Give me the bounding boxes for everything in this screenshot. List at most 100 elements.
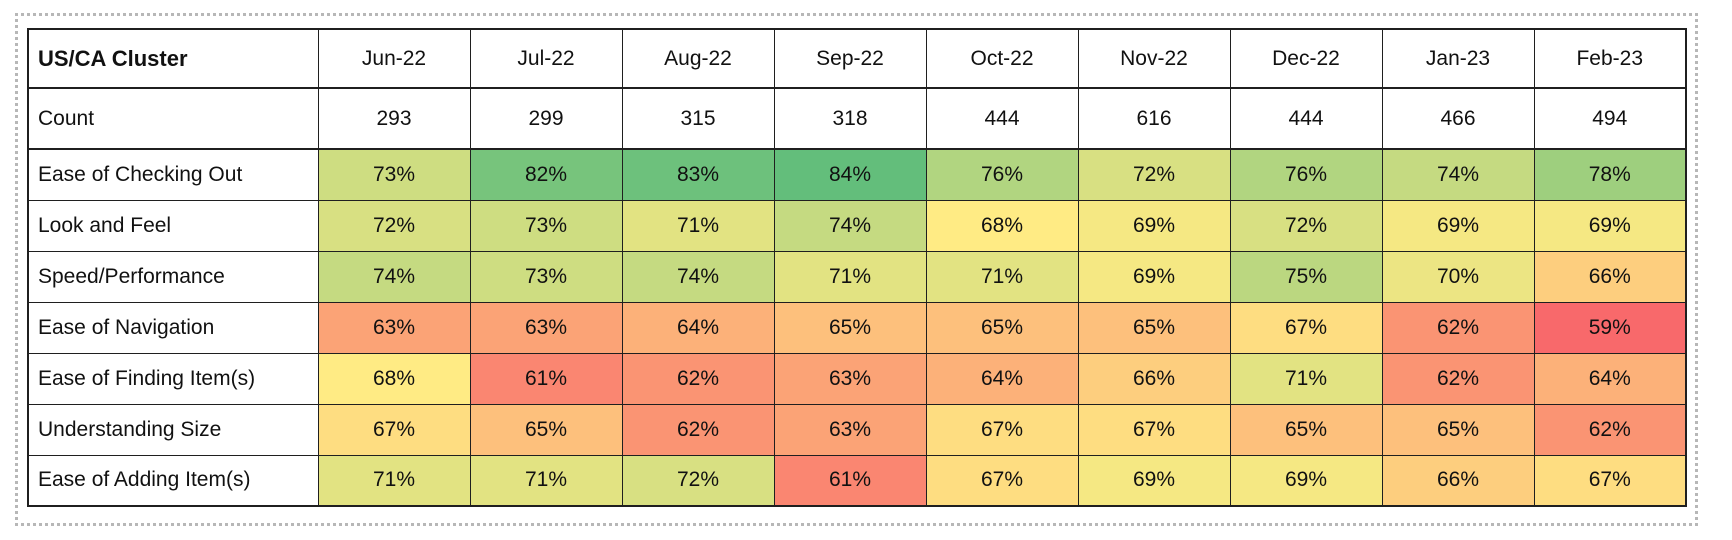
- metric-cell: 68%: [925, 199, 1079, 252]
- metric-cell: 74%: [621, 250, 775, 303]
- column-header-sep-22: Sep-22: [773, 28, 927, 89]
- metric-row: Ease of Finding Item(s) 68% 61% 62% 63% 64% 66…: [27, 352, 1687, 405]
- metric-cell: 82%: [469, 148, 623, 201]
- metric-cell: 64%: [621, 301, 775, 354]
- metric-cell: 73%: [469, 199, 623, 252]
- metric-row: Ease of Navigation 63% 63% 64% 65% 65% 65% 67% 6…: [27, 301, 1687, 354]
- metric-cell: 74%: [317, 250, 471, 303]
- row-label: Look and Feel: [27, 199, 319, 252]
- metric-cell: 71%: [773, 250, 927, 303]
- row-label: Ease of Navigation: [27, 301, 319, 354]
- metric-cell: 69%: [1077, 454, 1231, 507]
- metric-cell: 71%: [925, 250, 1079, 303]
- metric-cell: 63%: [773, 352, 927, 405]
- metric-cell: 67%: [1229, 301, 1383, 354]
- metric-cell: 73%: [469, 250, 623, 303]
- count-cell: 466: [1381, 87, 1535, 150]
- metric-cell: 68%: [317, 352, 471, 405]
- count-cell: 293: [317, 87, 471, 150]
- metric-cell: 71%: [317, 454, 471, 507]
- metric-cell: 69%: [1533, 199, 1687, 252]
- metric-cell: 72%: [621, 454, 775, 507]
- metric-cell: 66%: [1381, 454, 1535, 507]
- metric-cell: 62%: [1533, 403, 1687, 456]
- metric-cell: 69%: [1077, 199, 1231, 252]
- count-row: Count 293 299 315 318 444 616 444 466 494: [27, 87, 1687, 150]
- column-header-jun-22: Jun-22: [317, 28, 471, 89]
- metric-cell: 76%: [925, 148, 1079, 201]
- metric-cell: 66%: [1533, 250, 1687, 303]
- column-header-jan-23: Jan-23: [1381, 28, 1535, 89]
- metric-row: Ease of Adding Item(s) 71% 71% 72% 61% 67% 69%…: [27, 454, 1687, 507]
- count-cell: 315: [621, 87, 775, 150]
- metric-cell: 69%: [1229, 454, 1383, 507]
- metric-cell: 65%: [773, 301, 927, 354]
- metric-cell: 71%: [621, 199, 775, 252]
- metric-cell: 65%: [925, 301, 1079, 354]
- metric-cell: 62%: [621, 352, 775, 405]
- count-cell: 444: [1229, 87, 1383, 150]
- metric-cell: 59%: [1533, 301, 1687, 354]
- row-label: Ease of Adding Item(s): [27, 454, 319, 507]
- metric-cell: 65%: [1077, 301, 1231, 354]
- count-cell: 444: [925, 87, 1079, 150]
- metric-row: Speed/Performance 74% 73% 74% 71% 71% 69% 75% 70…: [27, 250, 1687, 303]
- metric-cell: 73%: [317, 148, 471, 201]
- header-row: US/CA Cluster Jun-22 Jul-22 Aug-22 Sep-22 Oct…: [27, 28, 1687, 89]
- column-header-feb-23: Feb-23: [1533, 28, 1687, 89]
- metric-cell: 62%: [621, 403, 775, 456]
- metric-cell: 66%: [1077, 352, 1231, 405]
- metric-cell: 65%: [1229, 403, 1383, 456]
- column-header-aug-22: Aug-22: [621, 28, 775, 89]
- count-cell: 616: [1077, 87, 1231, 150]
- metric-cell: 78%: [1533, 148, 1687, 201]
- column-header-jul-22: Jul-22: [469, 28, 623, 89]
- column-header-dec-22: Dec-22: [1229, 28, 1383, 89]
- metric-cell: 61%: [773, 454, 927, 507]
- metric-cell: 67%: [317, 403, 471, 456]
- metric-cell: 74%: [773, 199, 927, 252]
- row-label: Ease of Finding Item(s): [27, 352, 319, 405]
- metric-cell: 70%: [1381, 250, 1535, 303]
- metric-cell: 62%: [1381, 352, 1535, 405]
- metric-cell: 64%: [1533, 352, 1687, 405]
- row-label: Speed/Performance: [27, 250, 319, 303]
- metric-cell: 84%: [773, 148, 927, 201]
- metric-cell: 69%: [1381, 199, 1535, 252]
- metric-cell: 67%: [1077, 403, 1231, 456]
- metric-cell: 67%: [925, 454, 1079, 507]
- metric-cell: 71%: [469, 454, 623, 507]
- metric-cell: 64%: [925, 352, 1079, 405]
- metric-cell: 62%: [1381, 301, 1535, 354]
- row-label: Count: [27, 87, 319, 150]
- metric-cell: 75%: [1229, 250, 1383, 303]
- selection-marquee-border: US/CA Cluster Jun-22 Jul-22 Aug-22 Sep-22 Oct…: [15, 13, 1698, 526]
- metric-cell: 67%: [925, 403, 1079, 456]
- metric-cell: 65%: [469, 403, 623, 456]
- column-header-oct-22: Oct-22: [925, 28, 1079, 89]
- metric-row: Look and Feel 72% 73% 71% 74% 68% 69% 72% 69% 69%: [27, 199, 1687, 252]
- metric-cell: 74%: [1381, 148, 1535, 201]
- metric-cell: 65%: [1381, 403, 1535, 456]
- metric-cell: 72%: [1229, 199, 1383, 252]
- metric-row: Understanding Size 67% 65% 62% 63% 67% 67% 65% 6…: [27, 403, 1687, 456]
- metric-cell: 61%: [469, 352, 623, 405]
- row-label: Ease of Checking Out: [27, 148, 319, 201]
- metric-cell: 63%: [469, 301, 623, 354]
- row-label: Understanding Size: [27, 403, 319, 456]
- survey-heatmap-table: US/CA Cluster Jun-22 Jul-22 Aug-22 Sep-22 Oct…: [27, 28, 1687, 507]
- table-body: Count 293 299 315 318 444 616 444 466 494 Ease of …: [27, 87, 1687, 507]
- metric-cell: 69%: [1077, 250, 1231, 303]
- metric-cell: 71%: [1229, 352, 1383, 405]
- metric-row: Ease of Checking Out 73% 82% 83% 84% 76% 72% 76…: [27, 148, 1687, 201]
- metric-cell: 63%: [773, 403, 927, 456]
- corner-header: US/CA Cluster: [27, 28, 319, 89]
- metric-cell: 72%: [1077, 148, 1231, 201]
- metric-cell: 63%: [317, 301, 471, 354]
- metric-cell: 76%: [1229, 148, 1383, 201]
- metric-cell: 72%: [317, 199, 471, 252]
- metric-cell: 67%: [1533, 454, 1687, 507]
- count-cell: 299: [469, 87, 623, 150]
- metric-cell: 83%: [621, 148, 775, 201]
